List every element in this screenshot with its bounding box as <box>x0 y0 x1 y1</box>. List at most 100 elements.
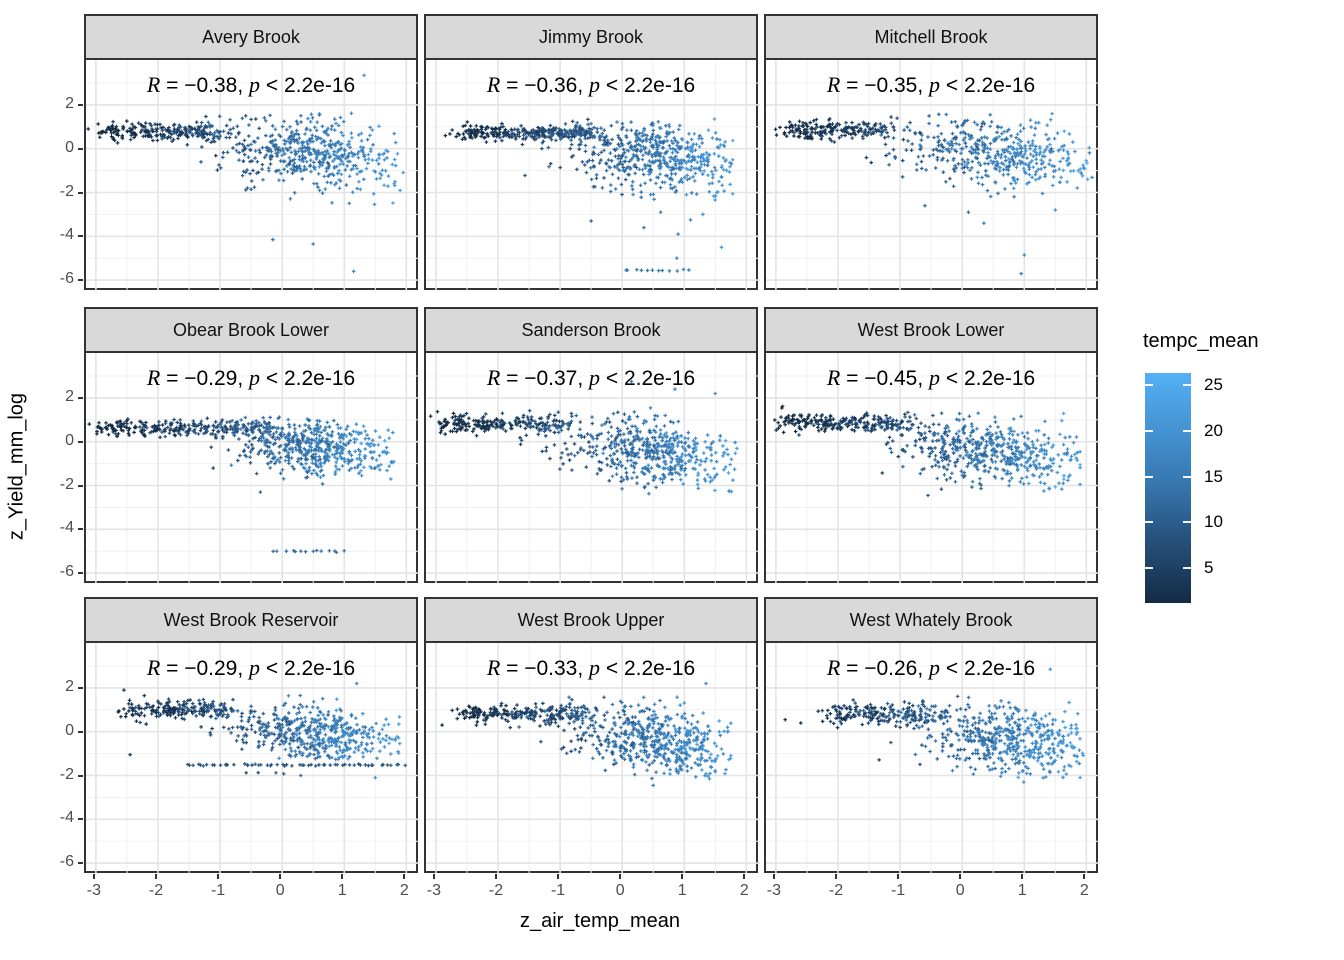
data-points <box>190 113 358 190</box>
x-tick-mark <box>835 874 837 879</box>
scatter-panel: R = −0.37, p < 2.2e-16 <box>424 353 760 583</box>
data-points <box>550 120 704 273</box>
x-tick-mark <box>1021 874 1024 879</box>
grid-vertical <box>95 643 408 873</box>
data-points <box>128 699 258 767</box>
scatter-canvas <box>426 353 760 583</box>
data-points <box>199 415 332 554</box>
data-points <box>98 119 191 145</box>
x-tick-mark <box>217 874 220 879</box>
legend-tick-mark <box>1145 429 1153 432</box>
grid-horizontal <box>86 375 420 552</box>
y-tick-label: 2 <box>65 387 74 405</box>
data-points <box>664 431 739 482</box>
x-tick-label: 0 <box>955 882 965 899</box>
data-points <box>871 120 982 179</box>
facet-sanderson-brook: Sanderson Brook R = −0.37, p < 2.2e-16 <box>424 307 760 583</box>
y-tick-label: 0 <box>65 721 74 739</box>
legend-title: tempc_mean <box>1143 330 1259 352</box>
grid-horizontal <box>426 665 760 842</box>
data-points <box>198 702 408 775</box>
grid-vertical <box>466 60 716 290</box>
legend-tick-mark <box>1183 475 1191 478</box>
grid-vertical <box>435 60 748 290</box>
data-points <box>86 119 170 143</box>
data-points <box>990 131 1077 212</box>
scatter-panel: R = −0.26, p < 2.2e-16 <box>764 643 1100 873</box>
data-points <box>440 703 509 727</box>
legend-tick-mark <box>1183 521 1191 524</box>
grid-vertical <box>775 60 1088 290</box>
y-tick-label: -6 <box>59 853 74 871</box>
facet-title: Obear Brook Lower <box>172 319 330 340</box>
data-points <box>908 119 1054 214</box>
grid-vertical <box>806 353 1056 583</box>
x-tick-mark <box>743 874 746 879</box>
facet-mitchell-brook: Mitchell Brook R = −0.35, p < 2.2e-16 <box>764 14 1100 290</box>
facet-west-whately-brook: West Whately Brook R = −0.26, p < 2.2e-16 <box>764 597 1100 873</box>
x-tick-mark <box>897 874 900 879</box>
facet-obear-brook-lower: Obear Brook Lower R = −0.29, p < 2.2e-16 <box>84 307 420 583</box>
data-points <box>248 696 374 778</box>
y-tick-mark <box>78 279 83 282</box>
data-points <box>1058 411 1079 463</box>
y-tick-mark <box>78 862 83 865</box>
y-tick-mark <box>78 686 83 689</box>
scatter-canvas <box>86 353 420 583</box>
x-axis-title: z_air_temp_mean <box>519 910 681 932</box>
x-tick-label: -2 <box>488 882 504 899</box>
data-points <box>713 744 731 764</box>
x-tick-label: -1 <box>550 882 566 899</box>
y-tick-label: -6 <box>59 270 74 288</box>
x-tick-mark <box>403 874 406 879</box>
grid-horizontal <box>766 375 1100 552</box>
y-tick-label: -6 <box>59 563 74 581</box>
data-points <box>912 411 1033 487</box>
y-tick-mark <box>78 396 83 399</box>
scatter-panel: R = −0.35, p < 2.2e-16 <box>764 60 1100 290</box>
data-points <box>287 111 389 274</box>
x-tick-mark <box>495 874 497 879</box>
legend-colorbar <box>1145 373 1191 603</box>
scatter-panel: R = −0.29, p < 2.2e-16 <box>84 353 420 583</box>
grid-horizontal <box>426 104 760 281</box>
y-tick-mark <box>78 191 83 194</box>
data-points <box>1085 161 1089 165</box>
data-points <box>117 698 176 726</box>
data-points <box>915 118 1052 199</box>
y-axis-title: z_Yield_mm_log <box>5 392 28 541</box>
x-tick-label: 1 <box>337 882 347 899</box>
legend-tick-mark <box>1183 429 1191 432</box>
data-points <box>799 711 880 730</box>
x-tick-mark <box>681 874 684 879</box>
facet-strip: Jimmy Brook <box>424 14 758 60</box>
grid-horizontal <box>86 104 420 281</box>
data-points <box>694 438 734 494</box>
x-tick-mark <box>432 874 435 879</box>
scatter-panel: R = −0.29, p < 2.2e-16 <box>84 643 420 873</box>
y-tick-mark <box>78 440 83 443</box>
grid-horizontal <box>766 82 1100 259</box>
scatter-canvas <box>86 60 420 290</box>
y-tick-mark <box>78 818 83 821</box>
grid-horizontal <box>86 687 420 864</box>
grid-horizontal <box>86 397 420 574</box>
data-points <box>998 667 1082 780</box>
data-points <box>1070 726 1079 748</box>
grid-vertical <box>466 353 716 583</box>
y-tick-label: -4 <box>59 519 74 537</box>
x-tick-mark <box>772 874 775 879</box>
facet-west-brook-lower: West Brook Lower R = −0.45, p < 2.2e-16 <box>764 307 1100 583</box>
facet-title: West Brook Lower <box>857 319 1005 340</box>
x-tick-label: 0 <box>275 882 285 899</box>
scatter-panel: R = −0.33, p < 2.2e-16 <box>424 643 760 873</box>
x-tick-label: 0 <box>615 882 625 899</box>
x-tick-label: -1 <box>210 882 226 899</box>
data-points <box>692 132 735 196</box>
facet-avery-brook: Avery Brook R = −0.38, p < 2.2e-16 <box>84 14 420 290</box>
legend-tick-mark <box>1183 567 1191 570</box>
x-tick-mark <box>92 874 95 879</box>
facet-west-brook-reservoir: West Brook Reservoir R = −0.29, p < 2.2e-… <box>84 597 420 873</box>
facet-strip: West Brook Reservoir <box>84 597 418 643</box>
scatter-canvas <box>766 353 1100 583</box>
